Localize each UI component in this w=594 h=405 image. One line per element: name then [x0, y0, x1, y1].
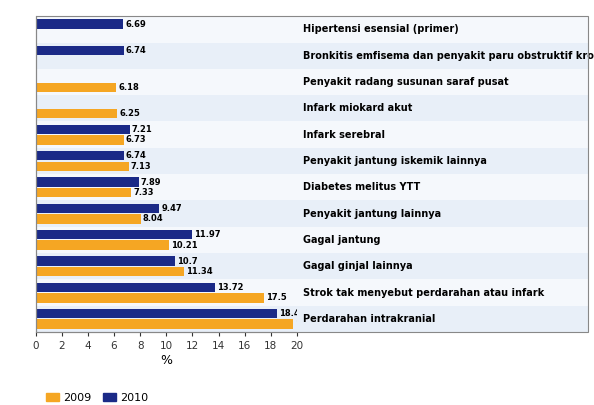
Bar — [36, 19, 123, 29]
Text: 6.25: 6.25 — [119, 109, 140, 118]
Text: Penyakit jantung lainnya: Penyakit jantung lainnya — [303, 209, 441, 219]
Text: 17.5: 17.5 — [266, 293, 287, 303]
Bar — [36, 204, 159, 213]
Text: Bronkitis emfisema dan penyakit paru obstruktif kronik lainnya: Bronkitis emfisema dan penyakit paru obs… — [303, 51, 594, 61]
Text: Penyakit jantung iskemik lainnya: Penyakit jantung iskemik lainnya — [303, 156, 486, 166]
Text: 6.69: 6.69 — [125, 19, 146, 29]
Text: Penyakit radang susunan saraf pusat: Penyakit radang susunan saraf pusat — [303, 77, 508, 87]
Bar — [36, 148, 297, 174]
Text: Gagal jantung: Gagal jantung — [303, 235, 380, 245]
Text: 19.69: 19.69 — [295, 320, 321, 329]
Bar — [297, 306, 588, 332]
Text: 6.74: 6.74 — [126, 46, 147, 55]
Bar — [36, 46, 124, 55]
Text: 7.21: 7.21 — [132, 125, 153, 134]
Bar — [36, 241, 169, 250]
Bar — [36, 109, 118, 118]
Text: 18.49: 18.49 — [279, 309, 306, 318]
Bar — [36, 151, 124, 160]
Bar — [36, 283, 215, 292]
Bar — [36, 95, 297, 122]
Bar — [36, 177, 139, 187]
Text: 6.73: 6.73 — [125, 135, 146, 145]
Text: 6.18: 6.18 — [118, 83, 139, 92]
Bar — [297, 253, 588, 279]
Bar — [36, 279, 297, 306]
Bar — [36, 227, 297, 253]
Bar — [297, 174, 588, 200]
Text: Perdarahan intrakranial: Perdarahan intrakranial — [303, 314, 435, 324]
Bar — [36, 309, 277, 318]
X-axis label: %: % — [160, 354, 172, 367]
Bar — [297, 95, 588, 122]
Bar — [297, 227, 588, 253]
Bar — [36, 69, 297, 95]
Text: 8.04: 8.04 — [143, 214, 163, 224]
Text: 7.13: 7.13 — [131, 162, 151, 171]
Text: 6.74: 6.74 — [126, 151, 147, 160]
Bar — [36, 267, 184, 276]
Bar — [36, 188, 131, 197]
Bar — [297, 43, 588, 69]
Bar — [297, 279, 588, 306]
Text: 9.47: 9.47 — [162, 204, 182, 213]
Bar — [36, 16, 297, 43]
Bar — [36, 200, 297, 227]
Bar — [36, 320, 293, 329]
Text: 11.97: 11.97 — [194, 230, 220, 239]
Bar — [36, 43, 297, 69]
Bar — [36, 122, 297, 148]
Bar — [36, 293, 264, 303]
Text: Infark serebral: Infark serebral — [303, 130, 385, 140]
Text: Infark miokard akut: Infark miokard akut — [303, 103, 412, 113]
Bar — [36, 214, 141, 224]
Bar — [36, 125, 130, 134]
Bar — [36, 306, 297, 332]
Bar — [297, 16, 588, 43]
Bar — [36, 256, 175, 266]
Text: Gagal ginjal lainnya: Gagal ginjal lainnya — [303, 261, 412, 271]
Text: 13.72: 13.72 — [217, 283, 244, 292]
Text: Diabetes melitus YTT: Diabetes melitus YTT — [303, 182, 420, 192]
Bar — [297, 69, 588, 95]
Bar — [297, 122, 588, 148]
Bar — [297, 200, 588, 227]
Text: 7.89: 7.89 — [141, 177, 161, 187]
Bar — [297, 148, 588, 174]
Bar — [36, 174, 297, 200]
Bar — [36, 230, 192, 239]
Text: 10.21: 10.21 — [171, 241, 198, 250]
Legend: 2009, 2010: 2009, 2010 — [41, 388, 153, 405]
Bar — [36, 135, 124, 145]
Bar — [36, 162, 129, 171]
Text: 10.7: 10.7 — [178, 256, 198, 266]
Text: 11.34: 11.34 — [186, 267, 213, 276]
Text: 7.33: 7.33 — [134, 188, 154, 197]
Text: Strok tak menyebut perdarahan atau infark: Strok tak menyebut perdarahan atau infar… — [303, 288, 544, 298]
Bar — [36, 253, 297, 279]
Bar — [36, 83, 116, 92]
Text: Hipertensi esensial (primer): Hipertensi esensial (primer) — [303, 24, 459, 34]
